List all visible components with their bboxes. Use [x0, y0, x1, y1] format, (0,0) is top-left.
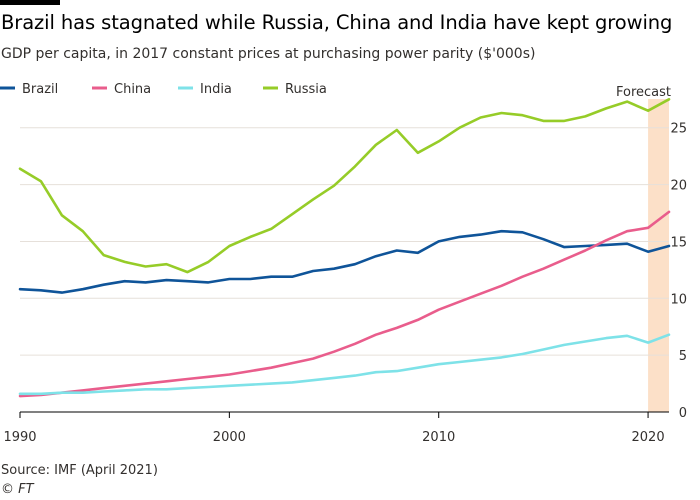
x-axis-ticks: 1990 2000 2010 2020: [3, 412, 665, 445]
gridlines: 0 5 10 15 20 25: [20, 122, 687, 421]
legend-label-russia: Russia: [285, 82, 327, 97]
chart-title: Brazil has stagnated while Russia, China…: [1, 11, 673, 34]
series-lines: [18, 98, 671, 398]
ft-credit: © FT: [1, 482, 34, 497]
legend-label-brazil: Brazil: [22, 82, 58, 97]
y-tick-label: 25: [670, 122, 687, 137]
series-line-china: [18, 210, 671, 398]
chart-subtitle: GDP per capita, in 2017 constant prices …: [1, 46, 536, 62]
series-line-brazil: [18, 229, 671, 294]
series-line-india: [18, 333, 671, 396]
series-line-russia: [18, 98, 671, 274]
forecast-band: [648, 99, 669, 412]
source-note: Source: IMF (April 2021): [1, 463, 158, 478]
x-tick-label: 2000: [213, 430, 246, 445]
y-tick-label: 0: [679, 406, 687, 421]
legend-label-india: India: [200, 82, 232, 97]
y-tick-label: 20: [670, 179, 687, 194]
forecast-region: Forecast: [616, 85, 671, 412]
ft-top-bar: [0, 0, 60, 5]
legend: Brazil China India Russia: [0, 82, 327, 97]
y-tick-label: 5: [679, 349, 687, 364]
x-tick-label: 2020: [632, 430, 665, 445]
y-tick-label: 10: [670, 292, 687, 307]
legend-label-china: China: [114, 82, 151, 97]
forecast-label: Forecast: [616, 85, 671, 100]
x-tick-label: 2010: [422, 430, 455, 445]
x-tick-label: 1990: [3, 430, 36, 445]
y-tick-label: 15: [670, 235, 687, 250]
